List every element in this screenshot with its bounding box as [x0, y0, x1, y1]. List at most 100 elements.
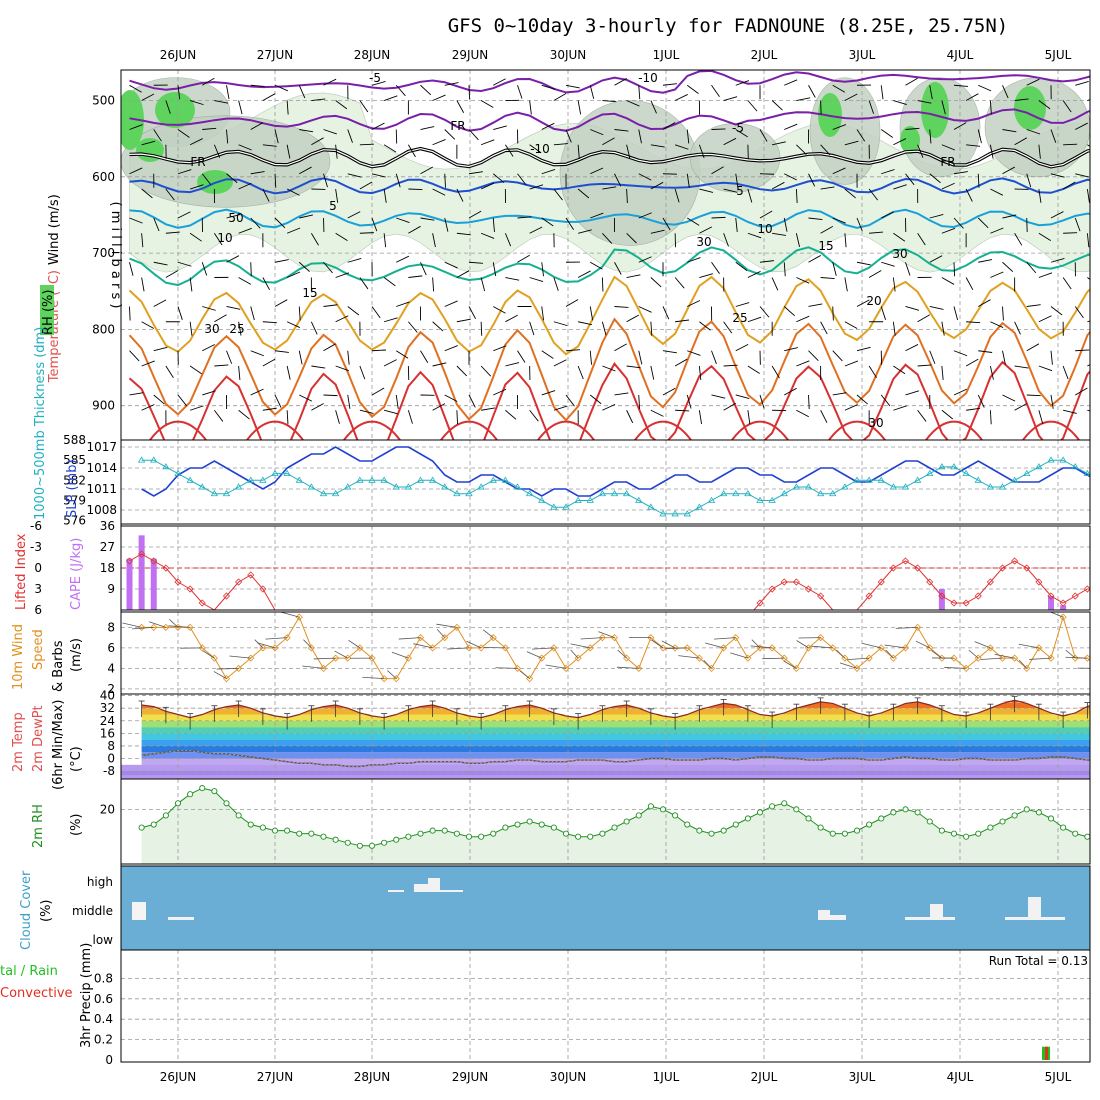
- rh-point: [296, 830, 303, 837]
- wind-barb: [396, 255, 410, 263]
- thickness-point: [1059, 456, 1067, 463]
- wind-barb: [286, 365, 291, 380]
- wind-barb: [408, 225, 421, 234]
- wind-barb: [784, 173, 797, 181]
- cape-bar: [126, 558, 133, 610]
- thickness-point: [1083, 469, 1090, 476]
- thickness-point: [622, 489, 631, 497]
- wind-speed-point: [707, 664, 716, 672]
- wind-barb: [795, 188, 798, 204]
- wind-barb: [941, 144, 956, 151]
- top-date-label: 30JUN: [550, 48, 587, 62]
- thickness-point: [816, 489, 825, 497]
- wind-barb: [844, 404, 858, 411]
- thickness-point: [744, 489, 752, 497]
- rh-point: [381, 839, 388, 846]
- wind-speed-point: [720, 644, 728, 652]
- lifted-index-point: [1071, 592, 1079, 600]
- wind-barb: [262, 144, 277, 147]
- wind-barb: [577, 100, 582, 115]
- wind-barb: [977, 129, 982, 144]
- wind-barb: [468, 171, 483, 175]
- panel-frame-wind: [120, 611, 1091, 695]
- wind-barb: [929, 214, 944, 219]
- wind-barb: [917, 364, 932, 367]
- wind-barb: [468, 129, 479, 141]
- wind-barb: [723, 402, 736, 411]
- cape-tick: 27: [100, 540, 115, 554]
- wind-barb: [929, 255, 943, 263]
- wind-barb: [638, 350, 643, 365]
- rh-shade-high: [921, 82, 949, 138]
- wind-barb: [129, 124, 143, 130]
- wind-speed-point: [283, 634, 291, 642]
- wind-barb: [553, 143, 568, 146]
- wind-10m-barb: [884, 644, 906, 649]
- wind-barb: [977, 217, 989, 229]
- wind-barb: [250, 350, 264, 357]
- upper-ytick-label: 600: [92, 170, 115, 184]
- wind-barb: [893, 365, 906, 375]
- rh-point: [332, 836, 339, 843]
- wind-barb: [141, 404, 155, 411]
- wind-barb: [432, 321, 444, 332]
- wind-barb: [311, 365, 326, 369]
- wind-barb: [141, 277, 145, 292]
- wind-speed-point: [732, 634, 740, 642]
- wind-barb: [311, 403, 324, 411]
- wind-barb: [129, 84, 142, 93]
- cloud-block: [388, 890, 404, 892]
- cloud-block: [414, 884, 428, 892]
- wind-10m-barb: [466, 640, 482, 649]
- ylabel-rh: RH (%): [41, 290, 56, 335]
- wind-speed-point: [562, 664, 570, 672]
- wind-barb: [602, 186, 617, 190]
- rh-point: [829, 830, 836, 837]
- wind-barb: [941, 277, 955, 285]
- thickness-point: [247, 476, 255, 483]
- upper-ytick-label: 800: [92, 322, 115, 336]
- wind-barb: [226, 173, 238, 184]
- bottom-date-label: 2JUL: [751, 1070, 778, 1084]
- wind-barb: [978, 299, 991, 307]
- cloud-block: [1028, 897, 1041, 920]
- wind-barb: [189, 100, 204, 106]
- lifted-index-point: [986, 578, 994, 586]
- rh-point: [926, 818, 933, 825]
- wind-10m-barb: [836, 649, 846, 659]
- thickness-point: [635, 496, 643, 503]
- wind-barb: [1062, 365, 1069, 380]
- wind-10m-barb: [617, 649, 627, 659]
- wind-barb: [323, 261, 333, 274]
- wind-barb: [989, 410, 992, 425]
- wind-10m-barb: [839, 662, 858, 669]
- wind-barb: [880, 129, 893, 138]
- wind-barb: [893, 184, 907, 190]
- wind-barb: [153, 299, 167, 307]
- thickness-point: [428, 476, 437, 483]
- wind-barb: [432, 233, 436, 248]
- thickness-point: [913, 476, 922, 483]
- temp-contour-hot: [925, 420, 983, 440]
- wind-barb: [238, 409, 250, 420]
- wind-barb: [517, 216, 532, 219]
- wind-barb: [650, 181, 664, 190]
- thickness-point: [732, 489, 740, 497]
- wind-barb: [153, 394, 165, 405]
- wind-barb: [820, 321, 828, 335]
- wind-barb: [262, 321, 277, 324]
- cloud-block-left: [132, 902, 146, 920]
- rh-point: [781, 800, 788, 807]
- wind-barb: [953, 262, 956, 277]
- wind-barb: [759, 260, 774, 263]
- wind-10m-barb: [265, 637, 288, 640]
- wind-speed-point: [1071, 654, 1079, 662]
- thickness-point: [768, 496, 776, 503]
- wind-barb: [650, 277, 662, 288]
- wind-speed-point: [768, 644, 776, 652]
- wind-barb: [347, 350, 350, 365]
- wind-barb: [735, 217, 738, 232]
- wind-barb: [347, 257, 362, 263]
- wind-barb: [529, 226, 543, 234]
